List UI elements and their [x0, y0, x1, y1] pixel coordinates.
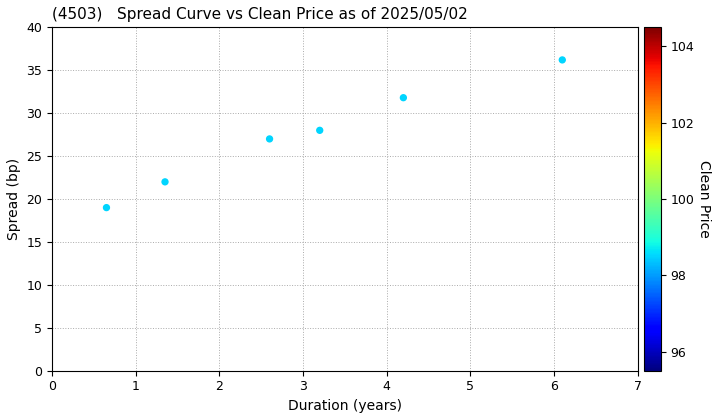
Point [264, 136, 275, 142]
Text: (4503)   Spread Curve vs Clean Price as of 2025/05/02: (4503) Spread Curve vs Clean Price as of… [52, 7, 468, 22]
Point [314, 127, 325, 134]
Y-axis label: Spread (bp): Spread (bp) [7, 158, 21, 240]
X-axis label: Duration (years): Duration (years) [288, 399, 402, 413]
Point [159, 178, 171, 185]
Y-axis label: Clean Price: Clean Price [697, 160, 711, 238]
Point [557, 57, 568, 63]
Point [101, 204, 112, 211]
Point [397, 94, 409, 101]
